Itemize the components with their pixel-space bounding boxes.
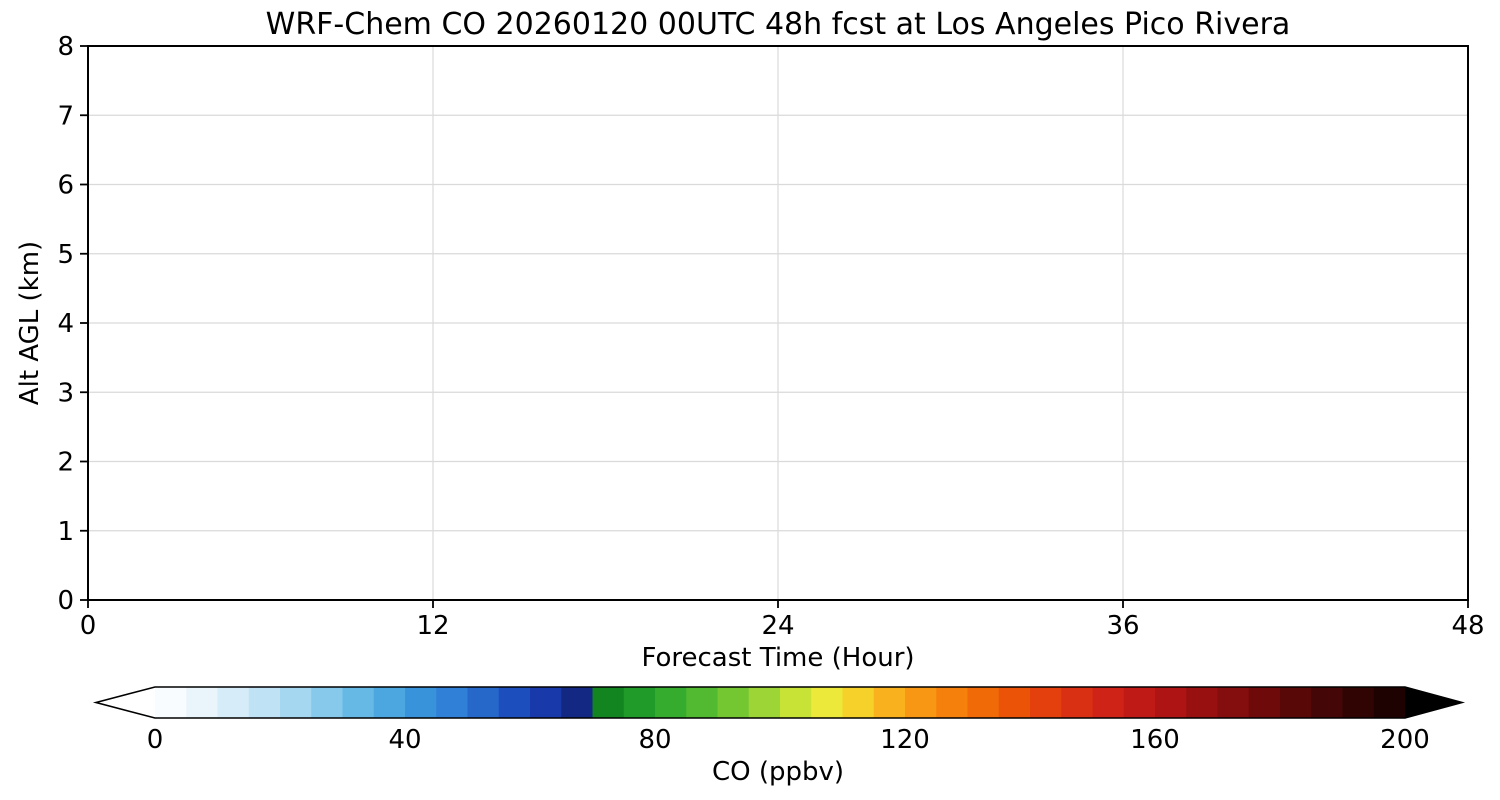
y-tick-labels: 0 1 2 3 4 5 6 7 8 [57,32,74,616]
colorbar-segment [373,687,406,718]
y-tick-label: 8 [57,32,74,62]
y-tick-label: 7 [57,101,74,131]
colorbar-tick-label: 40 [388,725,421,755]
colorbar-under-arrow [96,687,155,718]
x-tick-label: 12 [416,611,449,641]
colorbar-segment [967,687,1000,718]
colorbar-segment [467,687,500,718]
colorbar-label: CO (ppbv) [712,757,844,787]
colorbar-tick-label: 120 [880,725,930,755]
colorbar-segment [1311,687,1344,718]
colorbar-segment [280,687,312,718]
axis-ticks [80,45,1469,608]
colorbar-segment [530,687,562,718]
x-tick-labels: 0 12 24 36 48 [80,611,1485,641]
colorbar-segment [342,687,375,718]
colorbar-segment [561,687,594,718]
colorbar-segment [1155,687,1187,718]
y-tick-label: 4 [57,309,74,339]
colorbar-segment [155,687,187,718]
y-tick-label: 1 [57,517,74,547]
colorbar-segment [248,687,281,718]
colorbar-segment [1248,687,1281,718]
colorbar-segment [498,687,531,718]
chart-title: WRF-Chem CO 20260120 00UTC 48h fcst at L… [266,7,1291,42]
y-tick-label: 2 [57,448,74,478]
colorbar-segment [748,687,781,718]
colorbar-segment [717,687,750,718]
colorbar-tick-labels: 0 40 80 120 160 200 [147,725,1430,755]
colorbar-segment [1123,687,1156,718]
colorbar-segment [1030,687,1062,718]
colorbar-segment [592,687,625,718]
colorbar-segment [217,687,250,718]
colorbar-segment [436,687,469,718]
colorbar-segment [686,687,719,718]
colorbar-segment [998,687,1031,718]
colorbar-segment [1092,687,1125,718]
colorbar-segment [905,687,937,718]
x-tick-label: 36 [1106,611,1139,641]
colorbar [92,686,1466,719]
colorbar-tick-label: 200 [1380,725,1430,755]
y-tick-label: 6 [57,171,74,201]
colorbar-segment [1217,687,1250,718]
colorbar-segment [1373,687,1406,718]
colorbar-segment [655,687,687,718]
y-tick-label: 0 [57,586,74,616]
colorbar-outline [92,686,1466,719]
colorbar-segment [1280,687,1312,718]
colorbar-segment [842,687,875,718]
colorbar-segment [811,687,844,718]
x-axis-label: Forecast Time (Hour) [641,643,914,673]
colorbar-segment [311,687,344,718]
colorbar-tick-label: 0 [147,725,164,755]
colorbar-over-arrow [1405,687,1462,718]
colorbar-tick-label: 80 [638,725,671,755]
y-tick-label: 5 [57,240,74,270]
colorbar-segment [1342,687,1375,718]
colorbar-segment [936,687,969,718]
colorbar-segment [1061,687,1094,718]
colorbar-tick-label: 160 [1130,725,1180,755]
colorbar-segment [186,687,219,718]
x-tick-label: 0 [80,611,97,641]
colorbar-segment [780,687,812,718]
y-tick-label: 3 [57,378,74,408]
colorbar-segment [1186,687,1219,718]
colorbar-segment [623,687,656,718]
colorbar-segment [873,687,906,718]
gridlines [88,46,1468,600]
x-tick-label: 48 [1451,611,1484,641]
y-axis-label: Alt AGL (km) [15,241,45,405]
x-tick-label: 24 [761,611,794,641]
colorbar-segment [405,687,437,718]
